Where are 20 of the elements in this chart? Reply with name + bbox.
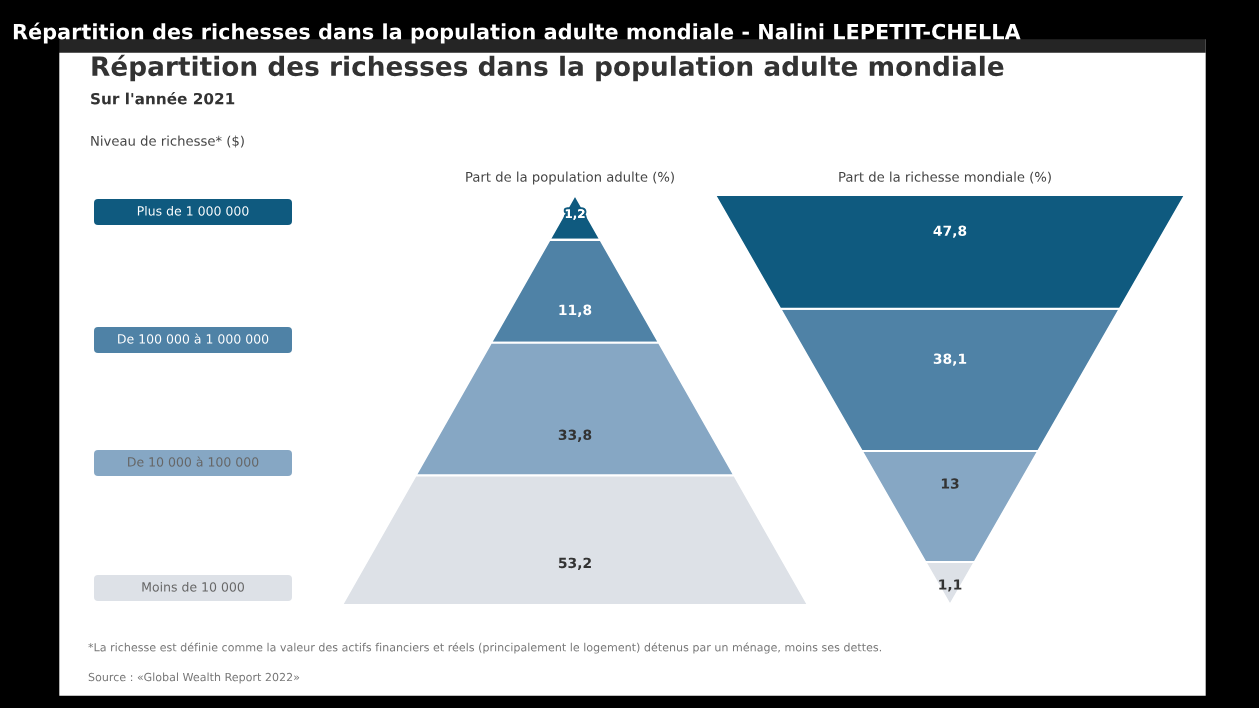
text: Répartition des richesses dans la population adulte mondiale <box>92 54 1004 82</box>
data-label: 13 <box>941 478 959 489</box>
text: Répartition des richesses dans la population adulte mondiale - Nalini LEPETIT-CHELLA <box>13 22 1021 44</box>
series-label: Part de la population adulte (%) <box>466 171 674 185</box>
data-label: 1,2 <box>565 209 585 220</box>
data-label: 33,8 <box>558 429 592 442</box>
data-label: 1,1 <box>939 579 962 592</box>
category-label: De 10 000 à 100 000 <box>128 456 259 467</box>
category-label: Plus de 1 000 000 <box>137 205 249 216</box>
series-label: Part de la richesse mondiale (%) <box>839 171 1051 184</box>
data-label: 11,8 <box>559 304 592 317</box>
data-label: 53,2 <box>558 557 591 570</box>
source-note: Source : «Global Wealth Report 2022» <box>88 672 300 684</box>
data-label: 38,1 <box>933 353 967 366</box>
text: Sur l'année 2021 <box>91 92 235 105</box>
data-label: 47,8 <box>933 225 967 238</box>
text: *La richesse est définie comme la valeur des actifs financiers et réels (principalement le logement) détenus par un ménage, moins ses dettes. <box>88 642 882 654</box>
category-label: Moins de 10 000 <box>142 581 244 592</box>
legend-title: Niveau de richesse* ($) <box>91 135 244 148</box>
category-label: De 100 000 à 1 000 000 <box>118 333 269 344</box>
